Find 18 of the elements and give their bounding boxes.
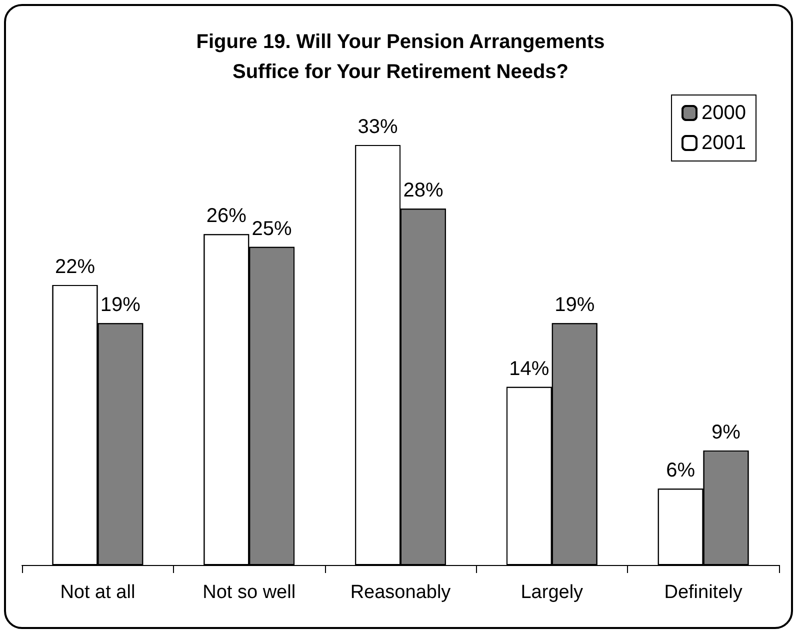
- data-label: 6%: [666, 460, 696, 482]
- x-tick-label: Not so well: [202, 582, 296, 603]
- data-label: 9%: [712, 421, 741, 444]
- x-tick-label: Definitely: [664, 582, 743, 603]
- data-label: 19%: [100, 294, 141, 316]
- data-label: 28%: [403, 180, 444, 202]
- data-label: 25%: [252, 218, 292, 240]
- legend-label: 2001: [702, 132, 746, 154]
- x-tick-label: Reasonably: [350, 582, 452, 603]
- data-label: 33%: [358, 116, 398, 138]
- x-tick-label: Not at all: [60, 582, 136, 603]
- data-label: 26%: [206, 205, 247, 228]
- data-label: 14%: [509, 358, 550, 380]
- data-label: 22%: [54, 256, 96, 278]
- data-label: 19%: [554, 294, 595, 316]
- x-tick-label: Largely: [520, 582, 584, 603]
- legend-label: 2000: [702, 102, 746, 124]
- chart-title: Figure 19. Will Your Pension Arrangements Suffice for Your Retirement Needs?: [196, 31, 605, 83]
